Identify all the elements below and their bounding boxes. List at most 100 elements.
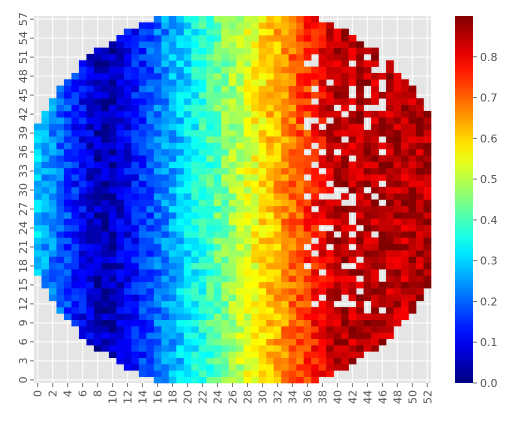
heatmap-cell [183,174,192,181]
heatmap-cell [236,186,245,194]
heatmap-cell [116,281,125,289]
heatmap-cell [213,237,222,245]
heatmap-cell [236,148,245,156]
heatmap-cell [326,345,334,352]
heatmap-cell [183,142,192,150]
heatmap-cell [71,155,80,162]
heatmap-cell [176,364,185,371]
heatmap-cell [386,129,394,137]
heatmap-cell [386,332,394,340]
heatmap-cell [48,275,57,283]
heatmap-cell [191,199,200,207]
heatmap-cell [326,53,334,61]
heatmap-cell [123,345,132,352]
heatmap-cell [318,199,327,207]
heatmap-cell [123,326,132,333]
heatmap-cell [108,186,117,194]
heatmap-cell [56,256,65,264]
heatmap-cell [333,98,342,105]
heatmap-cell [333,136,342,143]
y-tick-label: 18 [17,259,30,273]
heatmap-cell [206,66,215,74]
heatmap-cell [378,250,387,257]
heatmap-cell [356,218,364,226]
heatmap-cell [176,47,185,55]
heatmap-cell [266,307,274,314]
heatmap-cell [296,218,304,226]
heatmap-cell [318,212,327,219]
heatmap-cell [131,338,140,346]
heatmap-cell [326,155,334,162]
heatmap-cell [146,199,155,207]
heatmap-cell [401,85,409,93]
heatmap-cell [266,193,274,200]
heatmap-cell [168,300,177,308]
heatmap-cell [213,345,222,352]
x-tick-label: 18 [167,390,180,404]
heatmap-cell [213,16,222,23]
x-tick-label: 48 [391,390,404,404]
heatmap-cell [273,79,282,86]
heatmap-cell [393,110,402,118]
heatmap-cell [123,104,132,112]
heatmap-cell [318,357,327,365]
heatmap-cell [198,326,207,333]
heatmap-cell [288,243,297,251]
heatmap-cell [318,47,327,55]
heatmap-cell [131,98,140,105]
heatmap-cell [206,53,215,61]
heatmap-cell [273,338,282,346]
heatmap-cell [236,104,245,112]
heatmap-cell [363,110,372,118]
heatmap-cell [423,186,432,194]
heatmap-cell [183,161,192,169]
heatmap-cell [213,85,222,93]
heatmap-cell [63,142,72,150]
heatmap-cell [161,148,170,156]
heatmap-cell [341,231,349,238]
heatmap-cell [333,250,342,257]
heatmap-cell [303,136,312,143]
heatmap-cell [213,193,222,200]
heatmap-cell [258,332,267,340]
heatmap-cell [63,155,72,162]
heatmap-cell [228,212,237,219]
heatmap-cell [288,351,297,358]
heatmap-cell [281,262,289,270]
heatmap-cell [341,91,349,99]
heatmap-cell [93,91,102,99]
heatmap-cell [78,110,87,118]
heatmap-cell [41,180,50,188]
heatmap-cell [153,345,162,352]
heatmap-cell [168,155,177,162]
heatmap-cell [311,66,319,74]
heatmap-cell [416,142,424,150]
heatmap-cell [108,136,117,143]
heatmap-cell [371,275,379,283]
heatmap-cell [161,288,170,295]
heatmap-cell [363,79,372,86]
heatmap-cell [393,269,402,276]
heatmap-cell [41,237,50,245]
heatmap-cell [243,243,252,251]
heatmap-cell [78,262,87,270]
heatmap-cell [236,326,245,333]
heatmap-cell [206,60,215,67]
heatmap-cell [213,148,222,156]
heatmap-cell [78,91,87,99]
heatmap-cell [191,123,200,131]
heatmap-cell [183,136,192,143]
heatmap-cell [288,186,297,194]
heatmap-cell [303,338,312,346]
heatmap-cell [228,351,237,358]
heatmap-cell [371,218,379,226]
heatmap-cell [63,85,72,93]
heatmap-cell [401,262,409,270]
heatmap-cell [131,117,140,124]
heatmap-cell [191,174,200,181]
heatmap-cell [153,129,162,137]
heatmap-cell [356,345,364,352]
heatmap-cell [123,224,132,232]
heatmap-cell [303,66,312,74]
heatmap-cell [356,85,364,93]
